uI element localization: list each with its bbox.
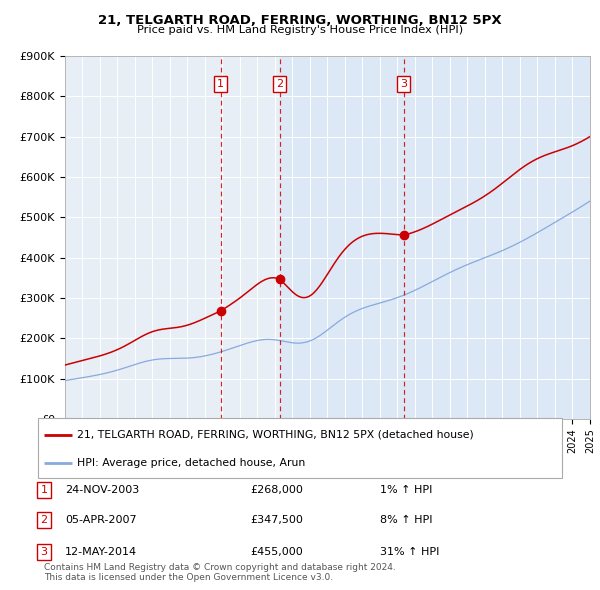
Text: 2: 2 [276,79,283,89]
Text: £347,500: £347,500 [250,515,303,525]
Text: Price paid vs. HM Land Registry's House Price Index (HPI): Price paid vs. HM Land Registry's House … [137,25,463,35]
Text: 1: 1 [41,485,47,495]
Text: 1% ↑ HPI: 1% ↑ HPI [380,485,433,495]
Bar [404,56,590,419]
Text: 3: 3 [41,547,47,557]
Text: 8% ↑ HPI: 8% ↑ HPI [380,515,433,525]
Bar [280,56,404,419]
Text: 21, TELGARTH ROAD, FERRING, WORTHING, BN12 5PX (detached house): 21, TELGARTH ROAD, FERRING, WORTHING, BN… [77,430,474,440]
Text: 2: 2 [40,515,47,525]
Text: 21, TELGARTH ROAD, FERRING, WORTHING, BN12 5PX: 21, TELGARTH ROAD, FERRING, WORTHING, BN… [98,14,502,27]
Text: £455,000: £455,000 [250,547,303,557]
Text: 3: 3 [400,79,407,89]
Text: 31% ↑ HPI: 31% ↑ HPI [380,547,439,557]
Text: 05-APR-2007: 05-APR-2007 [65,515,137,525]
Text: HPI: Average price, detached house, Arun: HPI: Average price, detached house, Arun [77,458,305,468]
Text: 1: 1 [217,79,224,89]
Text: Contains HM Land Registry data © Crown copyright and database right 2024.
This d: Contains HM Land Registry data © Crown c… [44,563,396,582]
Text: 12-MAY-2014: 12-MAY-2014 [65,547,137,557]
Text: 24-NOV-2003: 24-NOV-2003 [65,485,139,495]
FancyBboxPatch shape [38,418,562,478]
Text: £268,000: £268,000 [250,485,303,495]
